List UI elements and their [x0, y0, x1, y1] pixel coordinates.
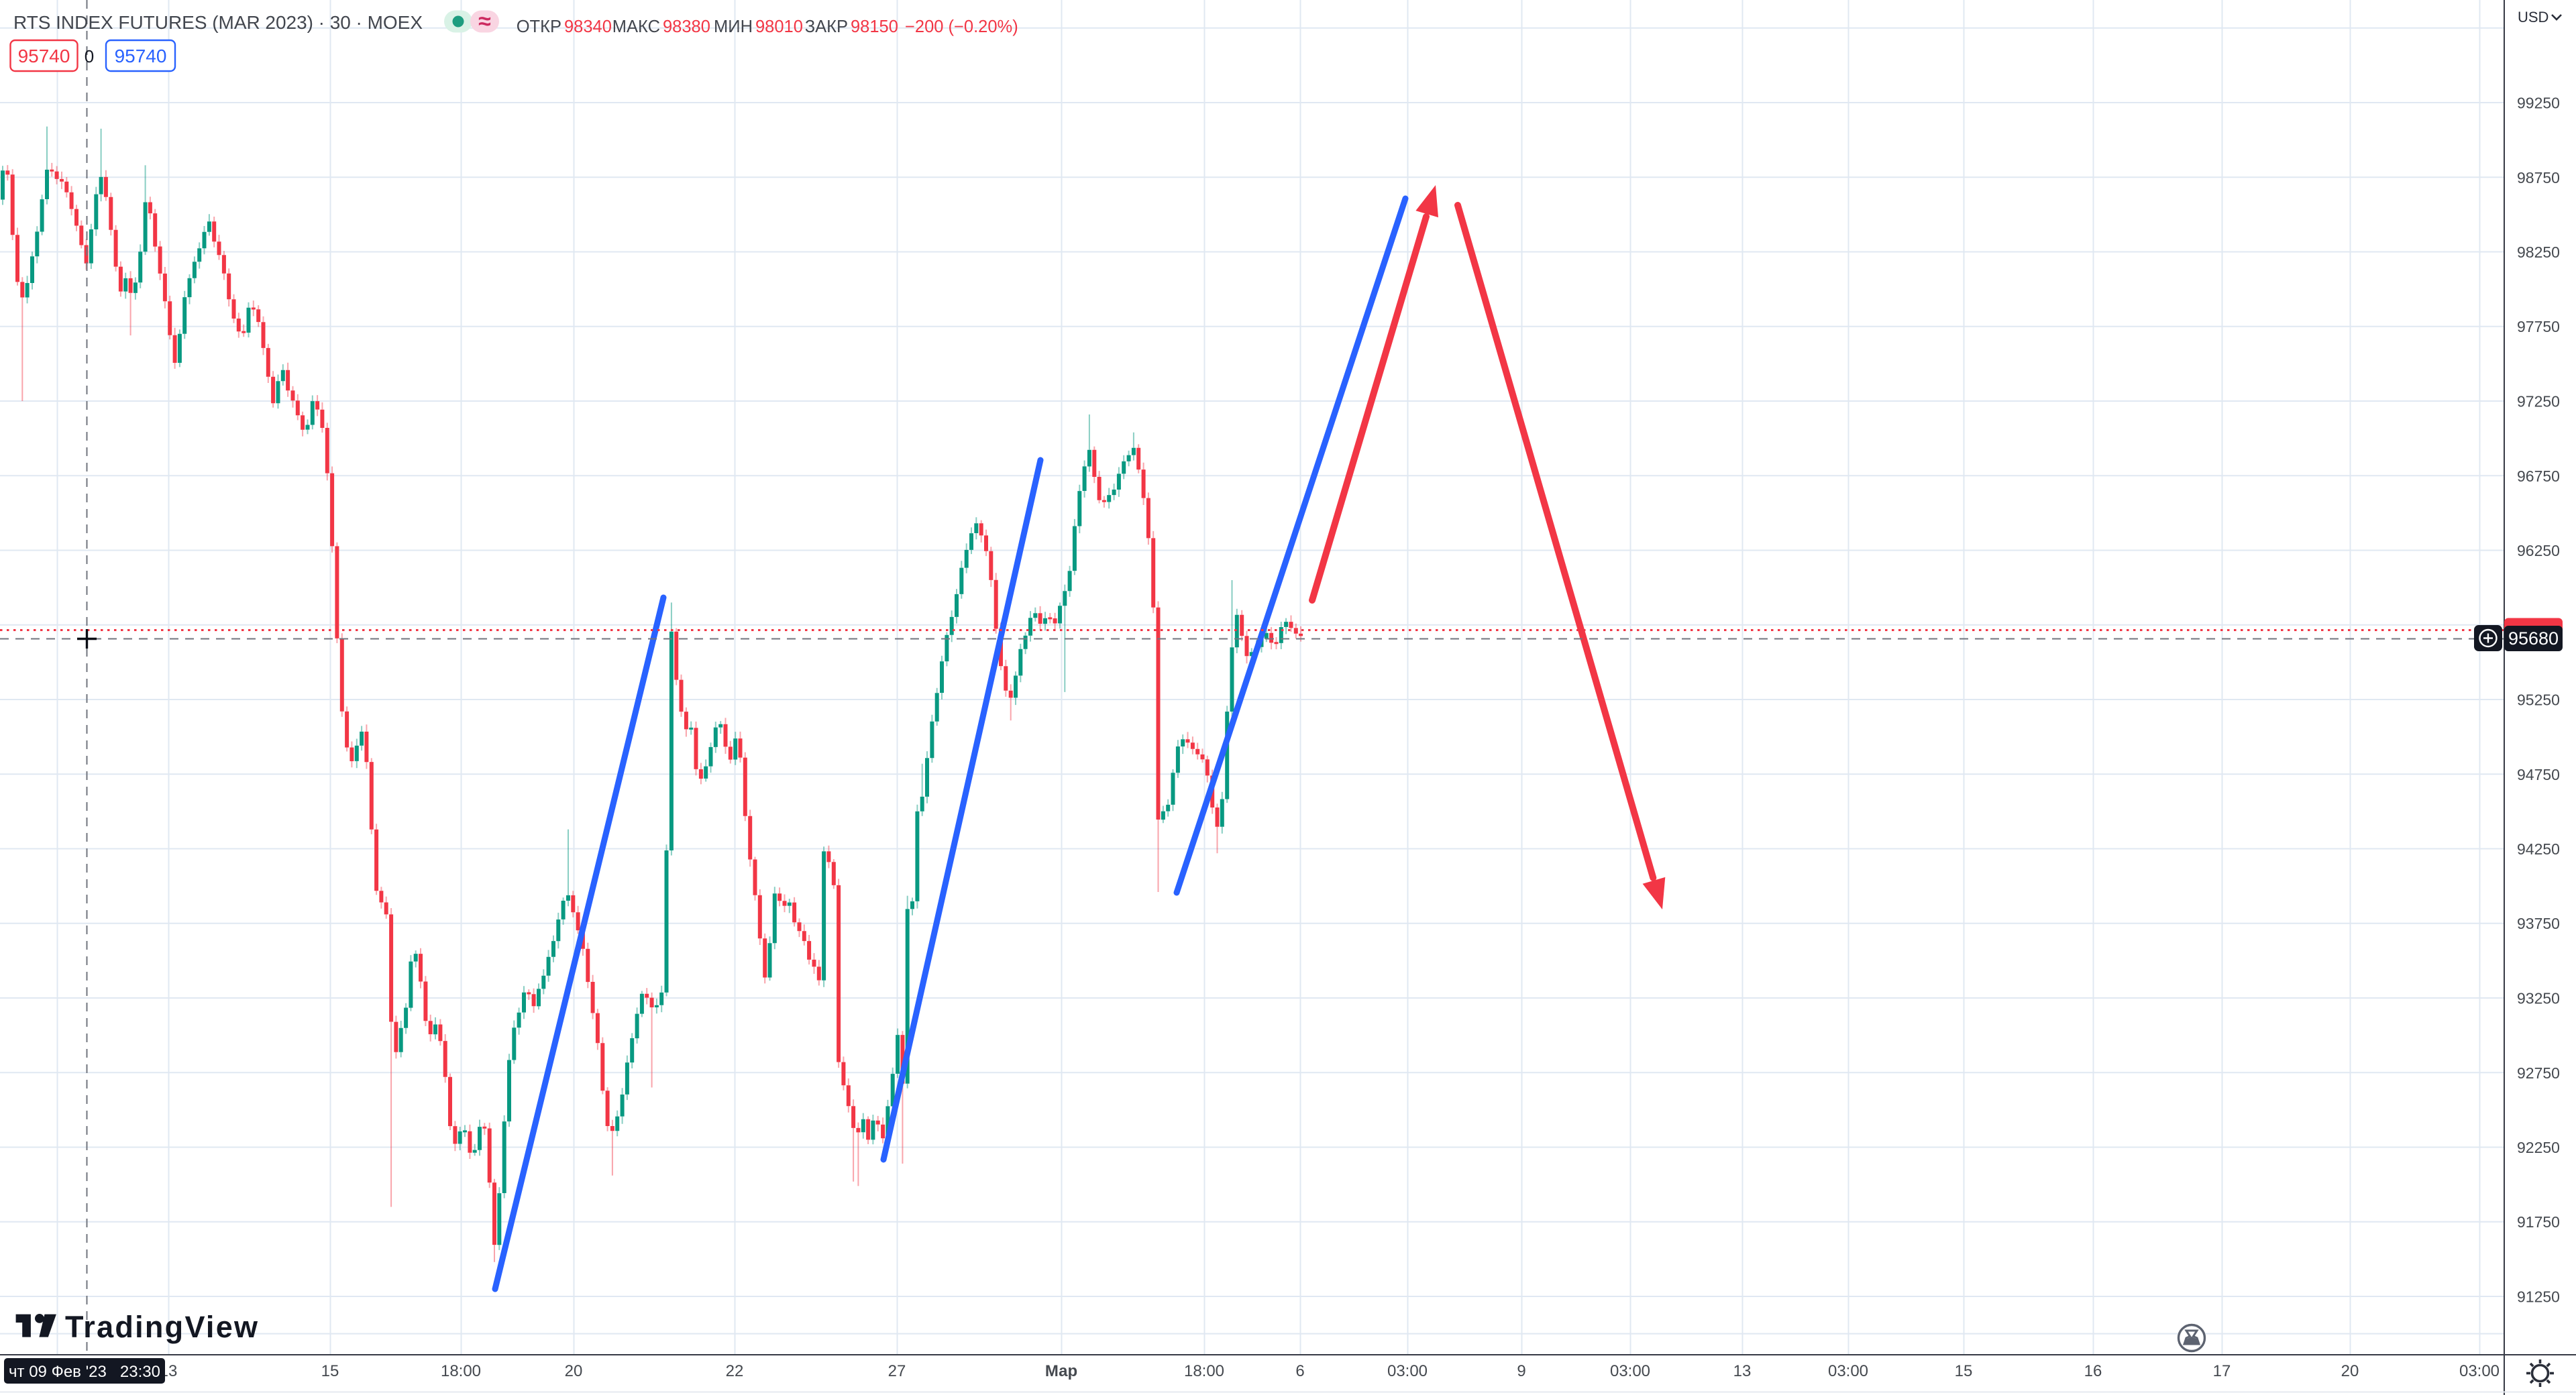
svg-text:98750: 98750	[2517, 169, 2560, 186]
svg-text:−200 (−0.20%): −200 (−0.20%)	[905, 17, 1018, 36]
svg-text:TradingView: TradingView	[65, 1310, 258, 1344]
svg-text:96750: 96750	[2517, 467, 2560, 485]
svg-text:15: 15	[1955, 1362, 1973, 1380]
svg-text:20: 20	[2341, 1362, 2359, 1380]
svg-text:03:00: 03:00	[1828, 1362, 1868, 1380]
svg-text:91250: 91250	[2517, 1288, 2560, 1306]
svg-text:0: 0	[85, 46, 94, 66]
svg-text:92250: 92250	[2517, 1139, 2560, 1156]
svg-text:93750: 93750	[2517, 915, 2560, 932]
svg-text:91750: 91750	[2517, 1213, 2560, 1231]
svg-text:94750: 94750	[2517, 766, 2560, 783]
svg-text:98010: 98010	[755, 17, 803, 36]
svg-text:22: 22	[726, 1362, 744, 1380]
svg-text:98380: 98380	[663, 17, 710, 36]
svg-text:99250: 99250	[2517, 95, 2560, 112]
svg-text:чт 09 Фев '23 23:30: чт 09 Фев '23 23:30	[9, 1363, 160, 1381]
svg-text:98150: 98150	[851, 17, 898, 36]
svg-text:95740: 95740	[18, 46, 70, 66]
svg-text:ОТКР: ОТКР	[517, 17, 561, 36]
svg-text:95740: 95740	[115, 46, 167, 66]
svg-text:92750: 92750	[2517, 1064, 2560, 1082]
svg-text:03:00: 03:00	[2459, 1362, 2500, 1380]
svg-text:15: 15	[321, 1362, 339, 1380]
svg-text:МАКС: МАКС	[612, 17, 660, 36]
svg-text:18:00: 18:00	[441, 1362, 481, 1380]
svg-text:13: 13	[1733, 1362, 1752, 1380]
svg-text:97750: 97750	[2517, 318, 2560, 335]
svg-text:95250: 95250	[2517, 691, 2560, 709]
svg-text:9: 9	[1517, 1362, 1525, 1380]
svg-text:96250: 96250	[2517, 542, 2560, 559]
svg-text:98340: 98340	[564, 17, 612, 36]
svg-text:≈: ≈	[478, 9, 491, 34]
svg-text:03:00: 03:00	[1387, 1362, 1428, 1380]
svg-text:МИН: МИН	[714, 17, 753, 36]
svg-text:6: 6	[1295, 1362, 1304, 1380]
svg-text:20: 20	[565, 1362, 583, 1380]
svg-text:94250: 94250	[2517, 840, 2560, 858]
svg-text:Мар: Мар	[1045, 1362, 1077, 1380]
svg-text:17: 17	[2213, 1362, 2231, 1380]
svg-text:03:00: 03:00	[1610, 1362, 1650, 1380]
svg-text:93250: 93250	[2517, 990, 2560, 1007]
svg-text:18:00: 18:00	[1184, 1362, 1224, 1380]
svg-text:16: 16	[2084, 1362, 2102, 1380]
svg-text:95680: 95680	[2508, 628, 2559, 649]
svg-text:ЗАКР: ЗАКР	[805, 17, 848, 36]
svg-text:27: 27	[888, 1362, 906, 1380]
svg-text:97250: 97250	[2517, 393, 2560, 410]
svg-text:RTS INDEX FUTURES (MAR 2023) ·: RTS INDEX FUTURES (MAR 2023) · 30 · MOEX	[13, 12, 423, 33]
svg-text:USD: USD	[2518, 9, 2548, 25]
svg-text:98250: 98250	[2517, 243, 2560, 261]
